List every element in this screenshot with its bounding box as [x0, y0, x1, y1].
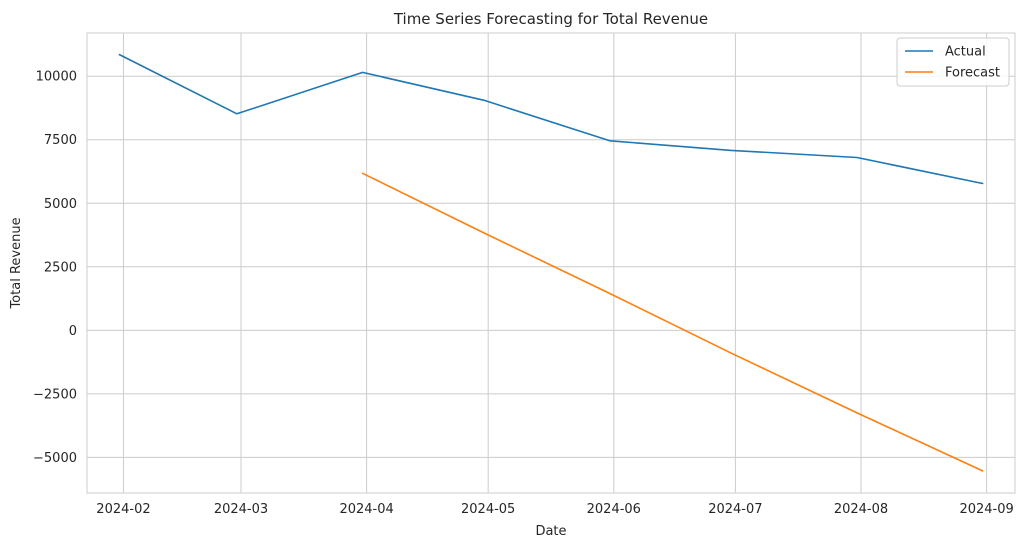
- y-tick-label: 5000: [44, 197, 77, 212]
- y-tick-label: 2500: [44, 260, 77, 275]
- x-axis-label: Date: [535, 524, 566, 539]
- x-tick-label: 2024-05: [461, 502, 515, 517]
- x-tick-label: 2024-04: [339, 502, 393, 517]
- legend-box: [896, 37, 1010, 87]
- series-line-forecast: [361, 172, 984, 472]
- y-tick-label: 0: [69, 324, 77, 339]
- x-tick-label: 2024-06: [587, 502, 641, 517]
- x-tick-label: 2024-02: [96, 502, 150, 517]
- legend: Actual Forecast: [896, 37, 1010, 87]
- series-line-actual: [118, 53, 984, 185]
- y-tick-label: 7500: [44, 133, 77, 148]
- chart-title: Time Series Forecasting for Total Revenu…: [393, 10, 708, 28]
- y-tick-label: 10000: [36, 70, 77, 85]
- x-tick-label: 2024-03: [214, 502, 268, 517]
- x-tick-label: 2024-07: [708, 502, 762, 517]
- legend-label-actual: Actual: [945, 45, 986, 60]
- legend-label-forecast: Forecast: [945, 66, 1000, 81]
- x-tick-label: 2024-09: [959, 502, 1013, 517]
- plot-area: [86, 32, 1016, 494]
- y-axis-ticks: −5000 −2500 0 2500 5000 7500 10000: [33, 70, 77, 466]
- y-tick-label: −2500: [33, 387, 77, 402]
- x-axis-ticks: 2024-02 2024-03 2024-04 2024-05 2024-06 2024-…: [96, 502, 1013, 517]
- y-axis-label: Total Revenue: [9, 217, 24, 309]
- x-tick-label: 2024-08: [834, 502, 888, 517]
- grid: [87, 33, 1015, 493]
- y-tick-label: −5000: [33, 451, 77, 466]
- series-lines: [118, 53, 984, 472]
